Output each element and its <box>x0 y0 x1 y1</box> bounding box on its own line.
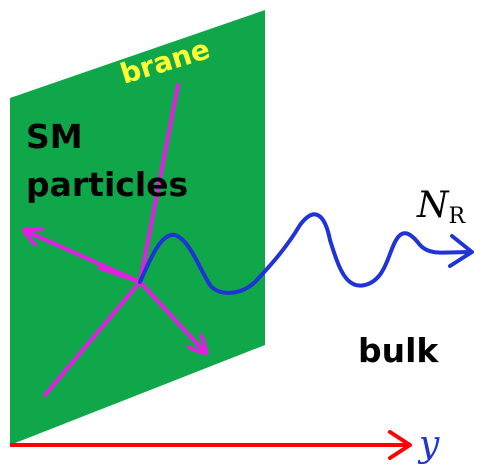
nr-subscript: R <box>449 204 467 229</box>
particles-label: particles <box>26 165 188 204</box>
nr-label: NR <box>416 185 467 229</box>
sm-particle-lines <box>28 83 203 397</box>
neutrino-path <box>138 212 472 295</box>
bulk-label: bulk <box>358 331 439 370</box>
y-axis-label: y <box>417 424 440 465</box>
particle-line-lower-left <box>43 280 142 397</box>
sm-label: SM <box>26 117 83 156</box>
particle-line-lower-right <box>138 280 203 350</box>
y-axis-arrowhead-icon <box>388 430 412 460</box>
particle-line-top <box>138 83 180 284</box>
nr-main: N <box>416 185 450 226</box>
neutrino-arrowhead-icon <box>448 234 474 268</box>
particle-line-mid-left <box>98 266 142 284</box>
